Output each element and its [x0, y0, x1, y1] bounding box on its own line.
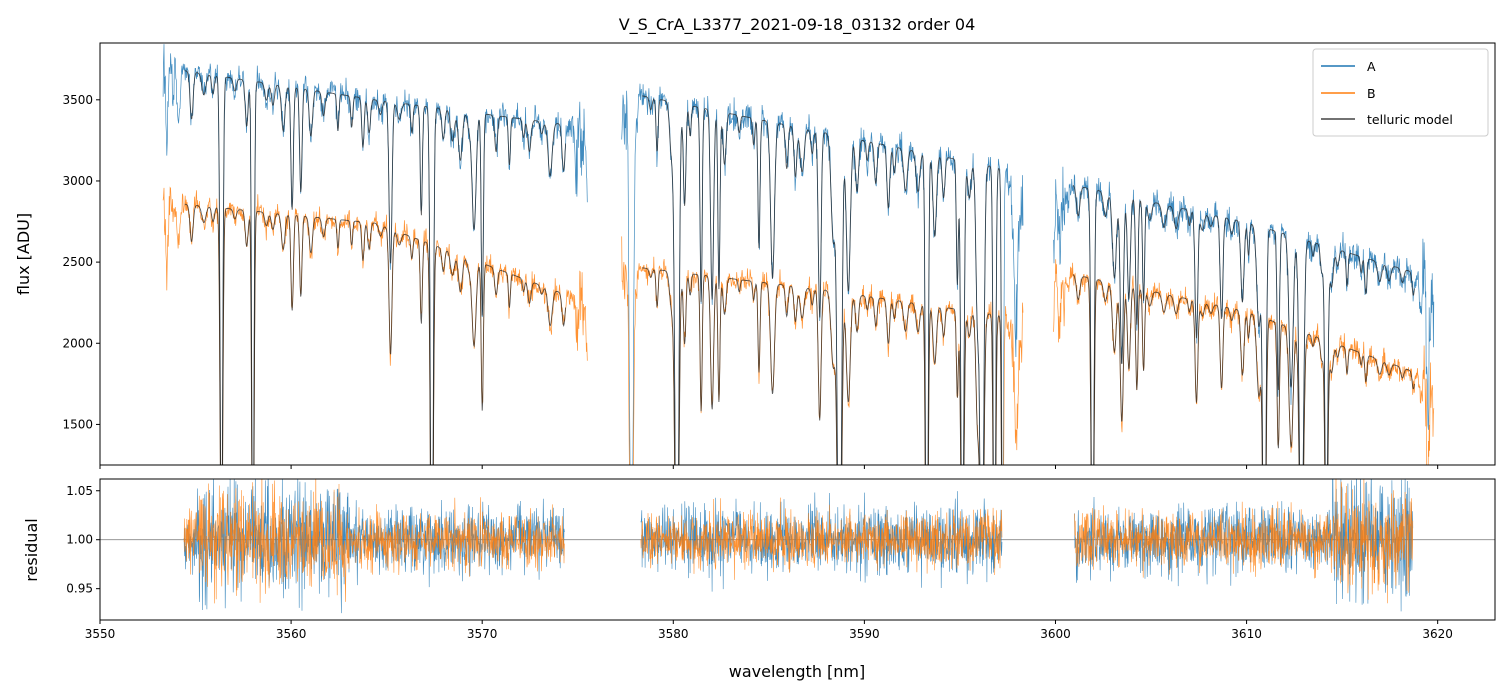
model-a-line — [642, 95, 1003, 465]
top-y-axis: 1500 2000 2500 3000 3500 — [62, 93, 100, 431]
top-y-tick-label: 1500 — [62, 417, 93, 431]
chart-title: V_S_CrA_L3377_2021-09-18_03132 order 04 — [619, 15, 976, 35]
top-y-tick-label: 2000 — [62, 336, 93, 350]
legend-label-model: telluric model — [1367, 112, 1453, 127]
residual-b-line — [1074, 479, 1414, 604]
bottom-y-axis-label: residual — [22, 518, 41, 581]
series-a-line — [1053, 166, 1435, 465]
bottom-panel-data — [100, 479, 1495, 614]
residual-b-line — [183, 479, 565, 604]
bottom-panel-frame — [99, 478, 1496, 621]
x-tick-label: 3610 — [1231, 627, 1262, 641]
legend-box — [1312, 48, 1489, 137]
series-b-line — [1053, 259, 1435, 465]
x-tick-label: 3550 — [85, 627, 116, 641]
legend-label-b: B — [1367, 86, 1376, 101]
x-tick-label: 3600 — [1040, 627, 1071, 641]
model-b-line — [184, 203, 567, 465]
bottom-y-tick-label: 1.00 — [66, 533, 93, 547]
top-x-axis-ticks — [99, 465, 1439, 469]
top-panel-frame — [99, 42, 1496, 466]
legend-label-a: A — [1367, 59, 1376, 74]
model-a-line — [1072, 185, 1415, 465]
bottom-y-tick-label: 1.05 — [66, 484, 93, 498]
top-y-tick-label: 2500 — [62, 255, 93, 269]
x-tick-label: 3620 — [1422, 627, 1453, 641]
model-a-line — [184, 70, 567, 465]
bottom-y-tick-label: 0.95 — [66, 582, 93, 596]
x-tick-label: 3570 — [467, 627, 498, 641]
x-tick-label: 3590 — [849, 627, 880, 641]
model-b-line — [1072, 274, 1415, 465]
x-tick-label: 3580 — [658, 627, 689, 641]
model-b-line — [642, 267, 1002, 465]
top-y-tick-label: 3500 — [62, 93, 93, 107]
top-y-axis-label: flux [ADU] — [14, 213, 33, 295]
legend: A B telluric model — [1312, 48, 1489, 137]
x-axis-label: wavelength [nm] — [729, 662, 866, 681]
residual-b-line — [640, 497, 1003, 580]
bottom-y-axis: 0.95 1.00 1.05 — [66, 484, 100, 596]
series-b-line — [162, 186, 588, 465]
series-a-line — [162, 44, 588, 465]
x-tick-label: 3560 — [276, 627, 307, 641]
bottom-x-axis: 3550 3560 3570 3580 3590 3600 3610 3620 — [85, 620, 1453, 641]
top-y-tick-label: 3000 — [62, 174, 93, 188]
top-panel-data — [162, 44, 1435, 465]
